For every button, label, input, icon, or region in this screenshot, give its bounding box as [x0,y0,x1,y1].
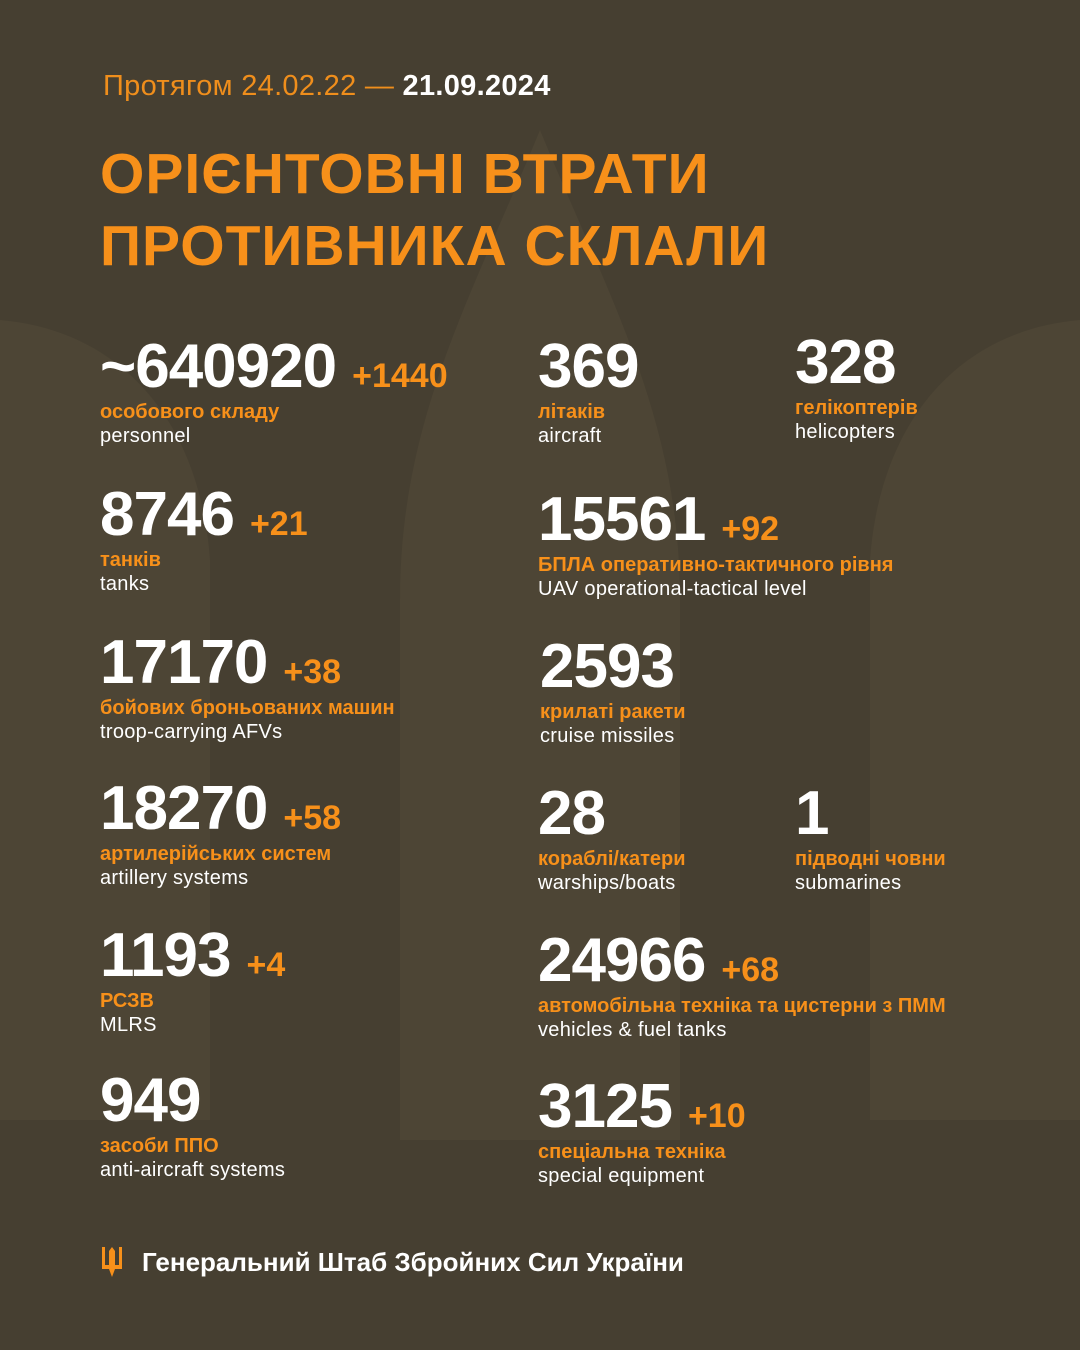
stat-value: 24966 [538,926,706,995]
stat-label-en: cruise missiles [540,725,675,747]
stat-afv: 17170 +38 бойових броньованих машин troop… [100,630,395,745]
stat-label-en: submarines [795,872,902,894]
stat-value: 1 [795,779,829,848]
stat-delta: +1440 [352,357,448,395]
stat-vehicles: 24966 +68 автомобільна техніка та цистерн… [538,928,946,1043]
stat-delta: +4 [246,946,286,984]
stat-label-uk: артилерійських систем [100,843,332,865]
stat-label-uk: спеціальна техніка [538,1141,726,1163]
stat-label-uk: засоби ППО [100,1135,219,1157]
stat-value: 18270 [100,774,268,843]
stat-label-en: aircraft [538,425,602,447]
stat-label-uk: танків [100,549,161,571]
stat-special-equipment: 3125 +10 спеціальна техніка special equip… [538,1074,746,1189]
stat-label-en: UAV operational-tactical level [538,578,807,600]
stat-delta: +68 [721,951,780,989]
stat-value: 1193 [100,921,232,990]
stat-cruise-missiles: 2593 крилаті ракети cruise missiles [540,634,686,749]
stat-personnel: ~640920 +1440 особового складу personnel [100,334,448,449]
stat-label-uk: бойових броньованих машин [100,697,395,719]
stat-mlrs: 1193 +4 РСЗВ MLRS [100,923,285,1038]
title-line-1: ОРІЄНТОВНІ ВТРАТИ [100,142,710,206]
stat-tanks: 8746 +21 танків tanks [100,482,308,597]
stat-label-en: special equipment [538,1165,705,1187]
stat-label-uk: гелікоптерів [795,397,918,419]
title-line-2: ПРОТИВНИКА СКЛАЛИ [100,214,770,278]
stat-label-uk: кораблі/катери [538,848,686,870]
footer: Генеральний Штаб Збройних Сил України [100,1245,684,1279]
stat-label-uk: БПЛА оперативно-тактичного рівня [538,554,894,576]
stat-delta: +58 [283,799,342,837]
stat-delta: +10 [687,1097,746,1135]
stat-delta: +92 [721,510,780,548]
page-title: ОРІЄНТОВНІ ВТРАТИ ПРОТИВНИКА СКЛАЛИ [100,138,769,282]
stat-value: ~640920 [100,332,337,401]
period-date: 21.09.2024 [402,70,551,102]
stat-aircraft: 369 літаків aircraft [538,332,639,449]
stat-value: 369 [538,332,639,401]
stat-label-uk: автомобільна техніка та цистерни з ПММ [538,995,946,1017]
stat-delta: +38 [283,653,342,691]
stat-label-uk: літаків [538,401,606,423]
stat-helicopters: 328 гелікоптерів helicopters [795,330,918,445]
period-text: Протягом 24.02.22 — 21.09.2024 [103,70,551,103]
stat-value: 949 [100,1066,201,1135]
stat-label-en: MLRS [100,1014,157,1036]
footer-text: Генеральний Штаб Збройних Сил України [142,1246,684,1277]
stat-value: 8746 [100,480,235,549]
stat-label-en: helicopters [795,421,896,443]
stat-value: 15561 [538,485,706,554]
stat-label-en: warships/boats [538,872,676,894]
stat-submarines: 1 підводні човни submarines [795,781,946,896]
stat-label-en: personnel [100,425,191,447]
stat-label-en: tanks [100,573,150,595]
stat-uav: 15561 +92 БПЛА оперативно-тактичного рівн… [538,487,893,602]
stat-label-en: artillery systems [100,867,249,889]
stat-value: 2593 [540,632,675,701]
stat-anti-aircraft: 949 засоби ППО anti-aircraft systems [100,1068,285,1183]
stat-label-uk: РСЗВ [100,990,154,1012]
stat-label-uk: підводні човни [795,848,946,870]
stat-value: 3125 [538,1072,673,1141]
stat-label-uk: особового складу [100,401,280,423]
stat-label-en: vehicles & fuel tanks [538,1019,727,1041]
stat-value: 17170 [100,628,268,697]
trident-icon [102,1247,122,1277]
stat-label-uk: крилаті ракети [540,701,686,723]
stat-artillery: 18270 +58 артилерійських систем artillery… [100,776,341,891]
stat-warships: 28 кораблі/катери warships/boats [538,781,686,896]
period-prefix: Протягом 24.02.22 — [103,70,395,102]
stat-delta: +21 [249,505,308,543]
stat-value: 328 [795,328,896,397]
stat-value: 28 [538,779,606,848]
stat-label-en: troop-carrying AFVs [100,721,283,743]
stat-label-en: anti-aircraft systems [100,1159,286,1181]
